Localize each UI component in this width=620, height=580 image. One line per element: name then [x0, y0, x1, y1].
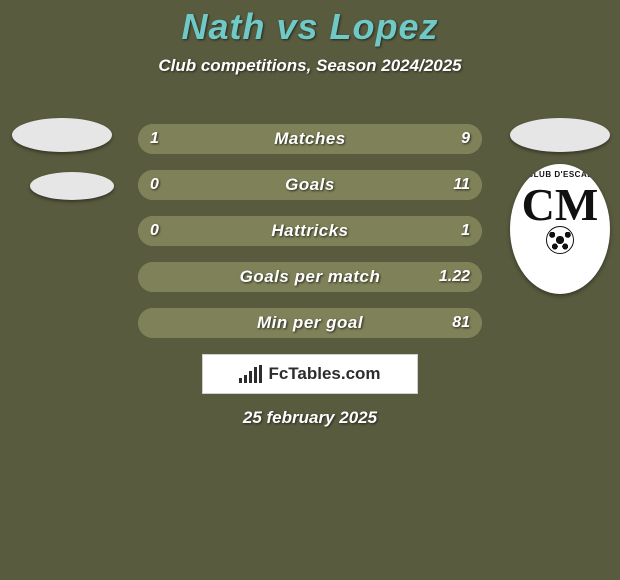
- club-arc-text: CLUB D'ESCAL: [527, 170, 592, 179]
- source-badge: FcTables.com: [202, 354, 418, 394]
- bars-icon: [239, 365, 262, 383]
- stat-label: Matches: [138, 124, 482, 154]
- stat-value-left: 1: [150, 124, 159, 154]
- stat-value-right: 81: [452, 308, 470, 338]
- right-player-badges: CLUB D'ESCAL CM: [510, 118, 610, 294]
- stat-row: Min per goal81: [138, 308, 482, 338]
- club-crest-icon: CLUB D'ESCAL CM: [510, 164, 610, 294]
- page-title: Nath vs Lopez: [0, 0, 620, 48]
- player-ellipse-icon: [12, 118, 112, 152]
- date-text: 25 february 2025: [0, 408, 620, 428]
- stat-value-left: 0: [150, 170, 159, 200]
- stat-row: Matches1 9: [138, 124, 482, 154]
- stat-value-right: 1.22: [439, 262, 470, 292]
- stat-label: Goals: [138, 170, 482, 200]
- stat-value-left: 0: [150, 216, 159, 246]
- club-monogram: CM: [522, 187, 599, 224]
- stat-row: Goals0 11: [138, 170, 482, 200]
- stat-row: Hattricks0 1: [138, 216, 482, 246]
- stat-rows: Matches19Goals011Hattricks01Goals per ma…: [138, 124, 482, 338]
- player-ellipse-icon: [30, 172, 114, 200]
- stat-value-right: 9: [461, 124, 470, 154]
- stat-row: Goals per match1.22: [138, 262, 482, 292]
- stat-label: Goals per match: [138, 262, 482, 292]
- stat-label: Min per goal: [138, 308, 482, 338]
- source-text: FcTables.com: [268, 364, 380, 384]
- stat-value-right: 11: [453, 170, 470, 200]
- soccer-ball-icon: [546, 226, 574, 254]
- left-player-badges: [10, 118, 114, 200]
- stat-value-right: 1: [461, 216, 470, 246]
- subtitle: Club competitions, Season 2024/2025: [0, 56, 620, 76]
- stat-label: Hattricks: [138, 216, 482, 246]
- player-ellipse-icon: [510, 118, 610, 152]
